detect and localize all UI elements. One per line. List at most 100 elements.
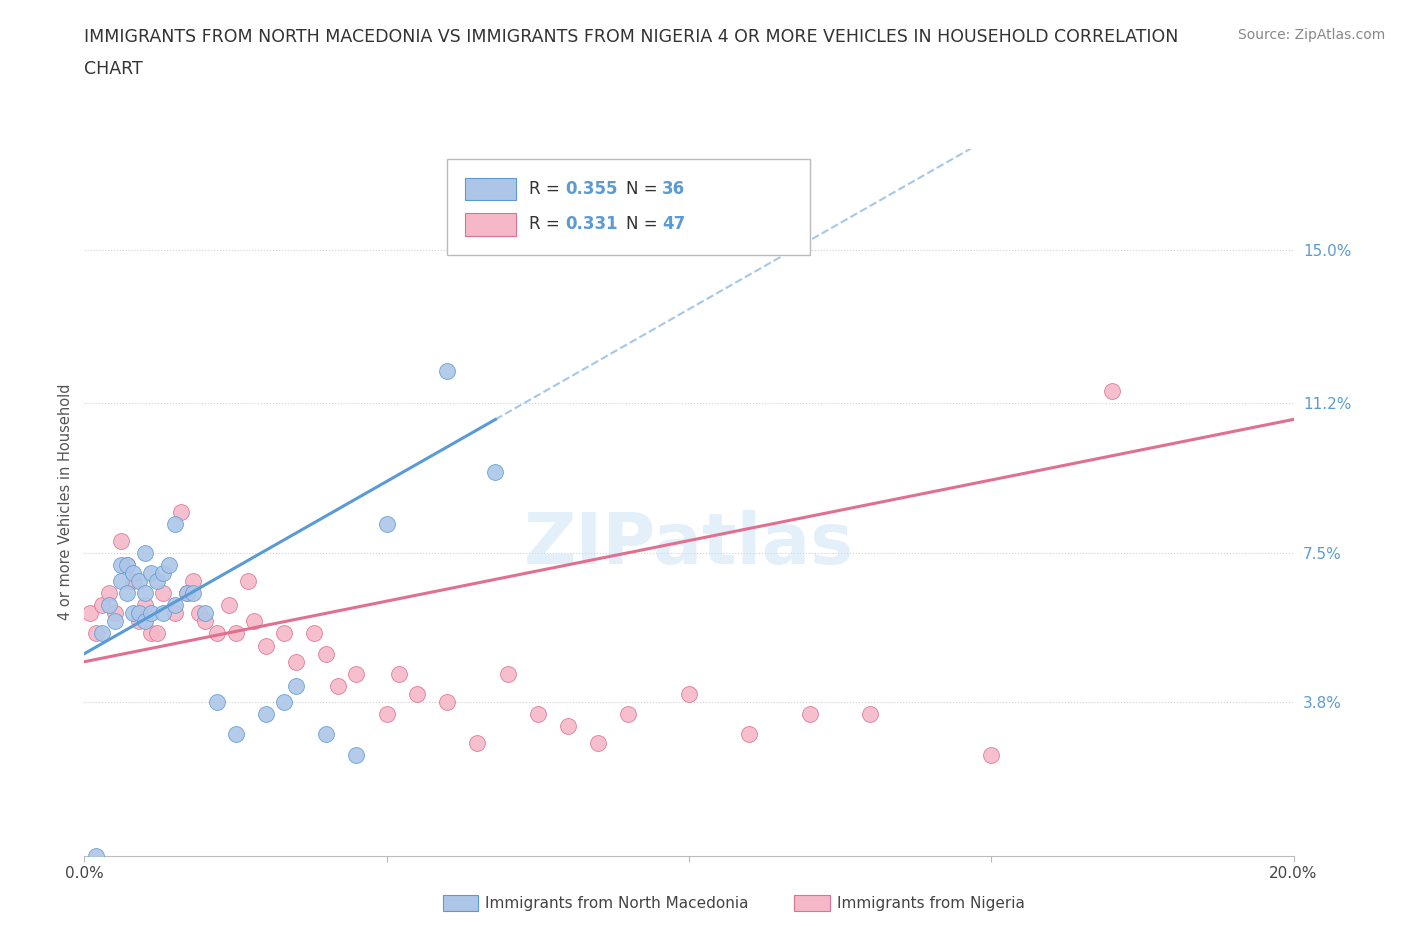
- Point: [406, 686, 429, 701]
- Point: [496, 667, 519, 682]
- Text: 47: 47: [662, 216, 686, 233]
- Point: [194, 614, 217, 629]
- Point: [207, 695, 229, 710]
- Text: ZIPatlas: ZIPatlas: [524, 511, 853, 579]
- Point: [163, 605, 186, 620]
- Point: [139, 565, 162, 580]
- Text: Immigrants from Nigeria: Immigrants from Nigeria: [837, 896, 1025, 910]
- Point: [436, 695, 458, 710]
- Point: [859, 707, 882, 722]
- Point: [557, 719, 579, 734]
- Point: [207, 626, 229, 641]
- Point: [375, 707, 398, 722]
- Text: R =: R =: [529, 216, 565, 233]
- Point: [176, 586, 198, 601]
- Point: [526, 707, 548, 722]
- Point: [678, 686, 700, 701]
- Point: [152, 605, 174, 620]
- Point: [121, 565, 143, 580]
- FancyBboxPatch shape: [447, 159, 810, 255]
- Point: [467, 735, 489, 750]
- Point: [115, 557, 138, 572]
- Point: [181, 586, 204, 601]
- Point: [346, 667, 368, 682]
- Point: [170, 505, 193, 520]
- Point: [225, 727, 247, 742]
- Point: [134, 598, 156, 613]
- Point: [86, 626, 108, 641]
- Text: IMMIGRANTS FROM NORTH MACEDONIA VS IMMIGRANTS FROM NIGERIA 4 OR MORE VEHICLES IN: IMMIGRANTS FROM NORTH MACEDONIA VS IMMIG…: [84, 28, 1178, 46]
- Point: [121, 574, 143, 589]
- Point: [302, 626, 325, 641]
- Point: [273, 626, 295, 641]
- FancyBboxPatch shape: [465, 213, 516, 235]
- Text: 36: 36: [662, 180, 686, 198]
- Text: Immigrants from North Macedonia: Immigrants from North Macedonia: [485, 896, 748, 910]
- Point: [97, 598, 120, 613]
- Point: [134, 614, 156, 629]
- Point: [157, 557, 180, 572]
- Point: [91, 626, 114, 641]
- Point: [315, 646, 337, 661]
- Point: [79, 605, 101, 620]
- Point: [134, 586, 156, 601]
- Point: [110, 533, 132, 548]
- Point: [139, 626, 162, 641]
- Point: [128, 574, 150, 589]
- Point: [110, 557, 132, 572]
- Text: 0.331: 0.331: [565, 216, 619, 233]
- FancyBboxPatch shape: [465, 178, 516, 200]
- Point: [738, 727, 761, 742]
- Point: [980, 747, 1002, 762]
- Text: N =: N =: [626, 180, 664, 198]
- Y-axis label: 4 or more Vehicles in Household: 4 or more Vehicles in Household: [58, 384, 73, 620]
- Point: [152, 565, 174, 580]
- Point: [284, 679, 308, 694]
- Point: [110, 574, 132, 589]
- Point: [284, 655, 308, 670]
- Point: [115, 557, 138, 572]
- Point: [218, 598, 240, 613]
- Point: [146, 626, 169, 641]
- Text: N =: N =: [626, 216, 664, 233]
- Text: CHART: CHART: [84, 60, 143, 78]
- Text: R =: R =: [529, 180, 565, 198]
- Point: [115, 586, 138, 601]
- Point: [139, 605, 162, 620]
- Point: [799, 707, 821, 722]
- Point: [225, 626, 247, 641]
- Point: [128, 605, 150, 620]
- Text: 0.355: 0.355: [565, 180, 619, 198]
- Point: [121, 605, 143, 620]
- Point: [181, 574, 204, 589]
- Point: [146, 574, 169, 589]
- Text: Source: ZipAtlas.com: Source: ZipAtlas.com: [1237, 28, 1385, 42]
- Point: [375, 517, 398, 532]
- Point: [163, 598, 186, 613]
- Point: [617, 707, 640, 722]
- Point: [1101, 384, 1123, 399]
- Point: [254, 638, 277, 653]
- Point: [436, 364, 458, 379]
- Point: [273, 695, 295, 710]
- Point: [346, 747, 368, 762]
- Point: [254, 707, 277, 722]
- Point: [128, 614, 150, 629]
- Point: [388, 667, 411, 682]
- Point: [236, 574, 259, 589]
- Point: [328, 679, 350, 694]
- Point: [194, 605, 217, 620]
- Point: [176, 586, 198, 601]
- Point: [315, 727, 337, 742]
- Point: [104, 614, 127, 629]
- Point: [152, 586, 174, 601]
- Point: [91, 598, 114, 613]
- Point: [97, 586, 120, 601]
- Point: [104, 605, 127, 620]
- Point: [188, 605, 211, 620]
- Point: [242, 614, 264, 629]
- Point: [134, 545, 156, 560]
- Point: [163, 517, 186, 532]
- Point: [484, 464, 506, 479]
- Point: [588, 735, 610, 750]
